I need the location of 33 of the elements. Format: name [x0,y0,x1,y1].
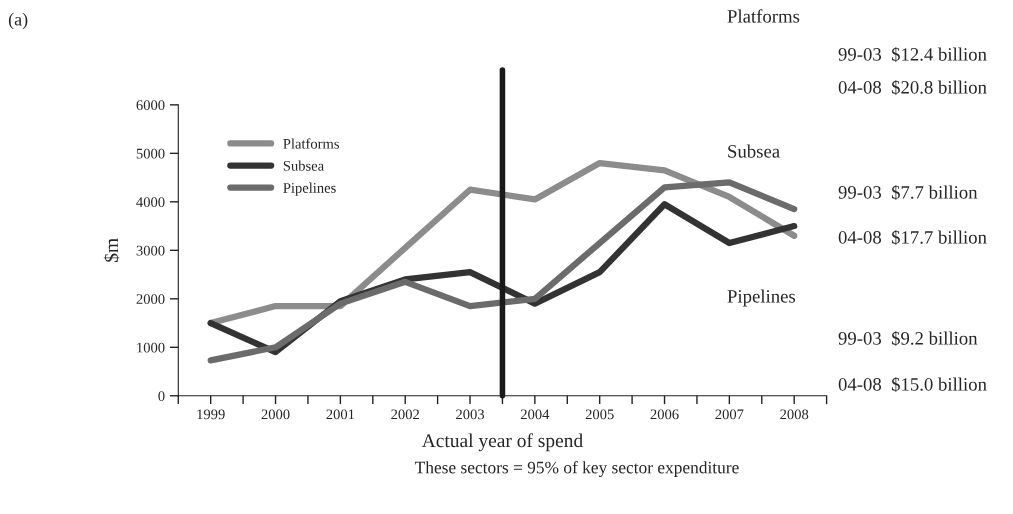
x-tick-label: 2000 [261,409,290,420]
x-tick-label: 2005 [585,409,614,420]
legend-label: Platforms [283,138,339,149]
y-tick-label: 5000 [136,148,165,159]
y-tick-label: 2000 [136,294,165,305]
x-tick-label: 2007 [715,409,744,420]
legend-label: Pipelines [283,182,336,196]
x-tick-label: 1999 [197,409,225,420]
x-tick-label: 2003 [456,409,485,420]
text: 99-03 $7.7 billion [838,184,978,200]
y-tick-label: 0 [158,391,165,401]
x-tick-label: 2008 [780,409,809,420]
text: 04-08 $17.7 billion [838,229,987,245]
y-tick-label: 6000 [136,100,165,111]
text: Platforms [727,9,800,23]
x-axis-title: Actual year of spend [421,433,583,452]
text: 99-03 $12.4 billion [838,46,987,62]
text: 04-08 $15.0 billion [838,376,987,392]
y-tick-label: 4000 [136,197,165,208]
text: 99-03 $9.2 billion [838,330,978,346]
y-axis-title: $m [103,238,120,262]
x-tick-label: 2004 [520,409,550,420]
x-tick-label: 2002 [391,409,419,420]
text: (a) [8,12,28,30]
x-tick-label: 2006 [650,409,679,420]
text: 04-08 $20.8 billion [838,79,987,95]
y-tick-label: 3000 [136,245,165,256]
text: These sectors = 95% of key sector expenditure [415,461,739,477]
x-tick-label: 2001 [326,409,355,420]
legend-label: Subsea [283,160,324,171]
y-tick-label: 1000 [137,342,165,353]
annotation: Subsea [728,144,780,158]
annotation: Pipelines [727,289,796,307]
